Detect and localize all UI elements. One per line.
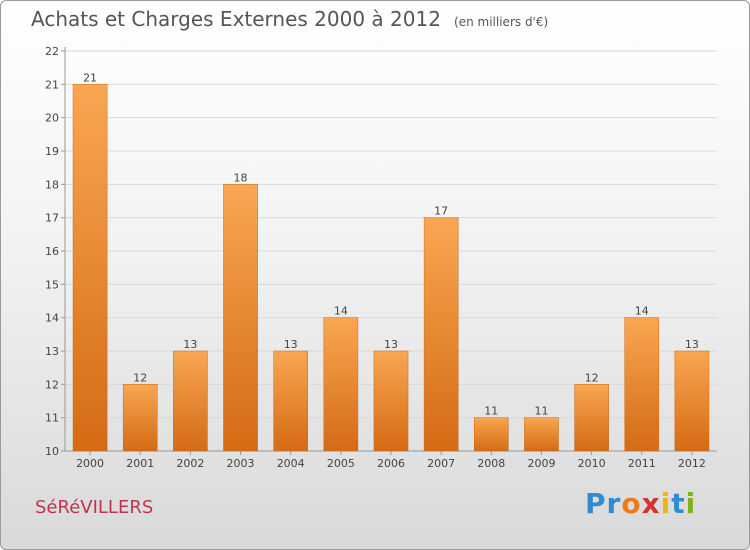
logo-letter: r [606,487,622,520]
bar [173,350,208,452]
y-tick-label: 18 [45,178,59,191]
y-tick-label: 16 [45,245,59,258]
bar-value-label: 12 [585,371,599,384]
x-tick-label: 2004 [277,457,305,470]
bar-value-label: 11 [484,405,498,418]
logo-letter: i [685,487,697,520]
x-tick-label: 2012 [678,457,706,470]
x-tick-label: 2003 [227,457,255,470]
commune-name: SéRéVILLERS [35,497,154,518]
proxiti-logo: Proxiti [585,487,696,520]
x-tick-label: 2007 [427,457,455,470]
bar [423,217,459,452]
y-tick-label: 14 [45,312,59,325]
y-tick-label: 15 [45,278,59,291]
y-tick-label: 10 [45,445,59,458]
bar [624,317,660,452]
bar [223,184,258,452]
x-tick-label: 2009 [527,457,555,470]
bar-value-label: 14 [635,305,649,318]
x-tick-label: 2011 [628,457,656,470]
bar [323,317,359,452]
y-tick-label: 21 [45,78,59,91]
x-tick-label: 2000 [76,457,104,470]
logo-letter: o [621,487,642,520]
bar [373,350,409,452]
x-tick-label: 2001 [126,457,154,470]
logo-letter: x [641,487,661,520]
bar-value-label: 18 [234,171,248,184]
x-tick-label: 2006 [377,457,405,470]
bar-value-label: 17 [434,205,448,218]
bar-value-label: 13 [384,338,398,351]
x-tick-label: 2002 [176,457,204,470]
x-tick-label: 2010 [578,457,606,470]
bar [574,384,609,452]
y-tick-label: 12 [45,378,59,391]
logo-letter: i [660,487,672,520]
logo-letter: P [585,487,607,520]
bar-value-label: 13 [284,338,298,351]
bar [72,84,108,452]
bar [524,417,559,452]
bar-value-label: 13 [685,338,699,351]
y-tick-label: 19 [45,145,59,158]
chart-title-block: Achats et Charges Externes 2000 à 2012 (… [31,7,548,31]
y-tick-label: 20 [45,112,59,125]
chart-title: Achats et Charges Externes 2000 à 2012 [31,7,441,31]
bar-value-label: 13 [183,338,197,351]
bar [474,417,509,452]
bar [122,384,158,452]
bar-value-label: 14 [334,305,348,318]
logo-letter: t [671,487,686,520]
bar [273,350,308,452]
x-tick-label: 2005 [327,457,355,470]
bar [674,350,710,452]
bar-value-label: 21 [83,71,97,84]
bar-value-label: 12 [133,371,147,384]
chart-unit: (en milliers d'€) [454,15,549,29]
y-tick-label: 17 [45,212,59,225]
y-tick-label: 22 [45,45,59,58]
y-tick-label: 13 [45,345,59,358]
y-tick-label: 11 [45,412,59,425]
x-tick-label: 2008 [477,457,505,470]
bar-value-label: 11 [534,405,548,418]
